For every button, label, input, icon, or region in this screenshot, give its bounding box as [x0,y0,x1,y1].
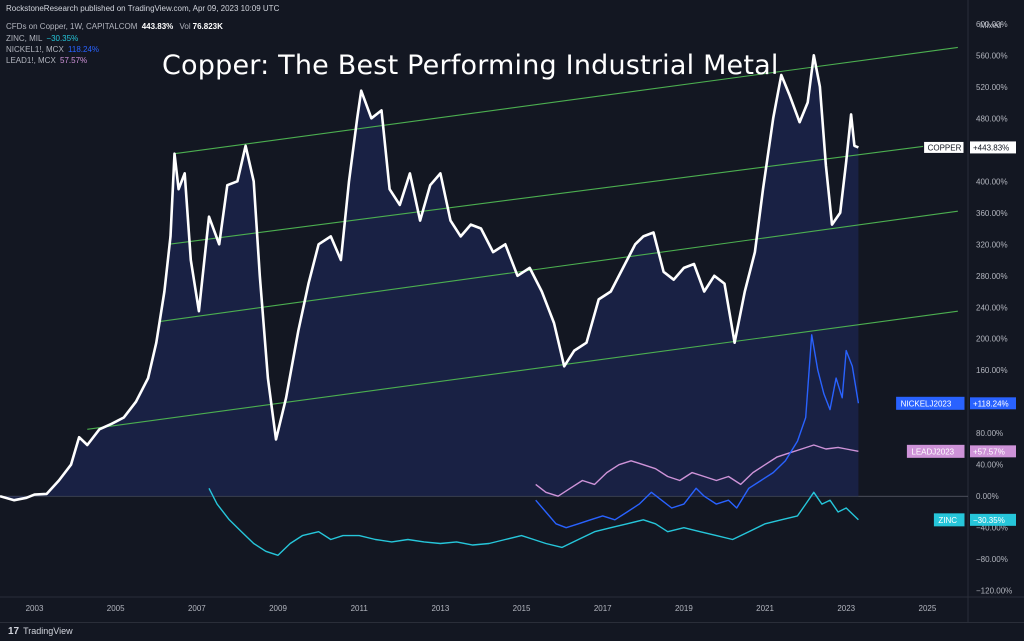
series-name-tag: ZINC [938,516,957,525]
y-tick-label: −120.00% [976,587,1012,596]
x-tick-label: 2025 [919,604,937,613]
y-tick-label: −40.00% [976,524,1008,533]
series-price-tag[interactable]: COPPER +443.83% [923,140,1016,154]
legend-zinc-value: −30.35% [46,34,79,43]
y-tick-label: 520.00% [976,83,1008,92]
series-name-tag-bg [906,444,965,458]
legend-nickel[interactable]: NICKEL1!, MCX 118.24% [6,45,99,54]
scale-mode-label: Mixed [980,21,1001,30]
series-value-tag: +57.57% [973,447,1005,456]
series-line-leadj2023 [535,444,859,497]
y-tick-label: 200.00% [976,335,1008,344]
series-price-tag[interactable]: LEADJ2023 +57.57% [906,444,1016,458]
x-tick-label: 2021 [756,604,774,613]
y-tick-label: 280.00% [976,272,1008,281]
legend-nickel-name: NICKEL1!, MCX [6,45,64,54]
x-tick-label: 2017 [594,604,612,613]
legend-zinc-name: ZINC, MIL [6,34,43,43]
chart-title: Copper: The Best Performing Industrial M… [162,50,779,81]
legend-main-name: CFDs on Copper, 1W, CAPITALCOM [6,22,138,31]
y-tick-label: 600.00% [976,20,1008,29]
series-name-tag: COPPER [928,143,962,152]
legend-main[interactable]: CFDs on Copper, 1W, CAPITALCOM 443.83% V… [6,22,223,31]
series-name-tag-bg [933,513,965,527]
legend-vol-label: Vol [179,22,191,31]
y-tick-label: 40.00% [976,461,1003,470]
x-tick-label: 2005 [107,604,125,613]
legend-zinc[interactable]: ZINC, MIL −30.35% [6,34,78,43]
trend-channel-line [87,310,958,430]
series-name-tag-bg [923,140,965,154]
series-value-tag-bg [970,445,1016,458]
tradingview-brand: TradingView [23,626,73,636]
series-price-tag[interactable]: NICKELJ2023 +118.24% [896,396,1016,410]
series-value-tag: +118.24% [973,399,1009,408]
footer-bar: 17 TradingView [0,622,1024,641]
series-name-tag: NICKELJ2023 [901,399,952,408]
x-tick-label: 2019 [675,604,693,613]
price-chart[interactable]: Mixed600.00%560.00%520.00%480.00%440.00%… [0,0,1024,622]
x-tick-label: 2015 [513,604,531,613]
trend-channel-line [174,46,958,155]
y-tick-label: 240.00% [976,303,1008,312]
series-value-tag-bg [970,513,1016,526]
x-tick-label: 2003 [26,604,44,613]
x-tick-label: 2007 [188,604,206,613]
y-tick-label: 160.00% [976,366,1008,375]
legend-lead-name: LEAD1!, MCX [6,56,56,65]
y-tick-label: 320.00% [976,240,1008,249]
legend-vol-value: 76.823K [192,22,223,31]
x-tick-label: 2011 [351,604,369,613]
y-tick-label: 0.00% [976,492,999,501]
y-tick-label: 400.00% [976,177,1008,186]
series-value-tag: −30.35% [973,516,1005,525]
y-tick-label: −80.00% [976,555,1008,564]
legend-lead[interactable]: LEAD1!, MCX 57.57% [6,56,87,65]
trend-channel-line [160,210,958,322]
legend-nickel-value: 118.24% [68,45,100,54]
published-info: RockstoneResearch published on TradingVi… [6,4,280,13]
series-line-copper [0,54,859,502]
copper-area-fill [0,55,859,501]
series-price-tag[interactable]: ZINC −30.35% [933,513,1016,527]
series-line-nickelj2023 [535,334,860,529]
series-value-tag-bg [970,397,1016,410]
tv-logo-icon: 17 [8,626,20,637]
series-value-tag: +443.83% [973,143,1009,152]
tradingview-logo[interactable]: 17 TradingView [8,626,73,637]
y-tick-label: 360.00% [976,209,1008,218]
series-name-tag-bg [896,396,965,410]
series-line-zinc [208,487,859,556]
series-value-tag-bg [970,141,1016,154]
legend-main-value: 443.83% [141,22,174,31]
x-tick-label: 2023 [837,604,855,613]
y-tick-label: 560.00% [976,51,1008,60]
x-tick-label: 2013 [431,604,449,613]
y-tick-label: 80.00% [976,429,1003,438]
y-tick-label: 480.00% [976,114,1008,123]
x-tick-label: 2009 [269,604,287,613]
series-name-tag: LEADJ2023 [911,447,954,456]
legend-lead-value: 57.57% [60,56,88,65]
